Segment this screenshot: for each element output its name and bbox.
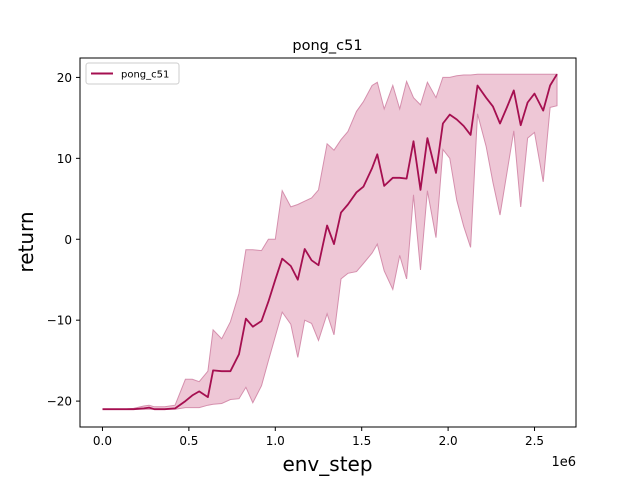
x-tick-label: 0.0 bbox=[93, 434, 112, 448]
x-tick-label: 2.0 bbox=[439, 434, 458, 448]
y-tick-label: 10 bbox=[57, 152, 72, 166]
x-tick-label: 1.0 bbox=[266, 434, 285, 448]
y-axis-ticks: −20 −10 0 10 20 bbox=[47, 71, 80, 409]
y-tick-label: −10 bbox=[47, 314, 72, 328]
x-tick-label: 0.5 bbox=[179, 434, 198, 448]
chart-title: pong_c51 bbox=[292, 38, 362, 54]
series-line-pong-c51 bbox=[102, 73, 558, 411]
legend-label: pong_c51 bbox=[121, 70, 169, 81]
x-tick-label: 1.5 bbox=[352, 434, 371, 448]
y-tick-label: 20 bbox=[57, 71, 72, 85]
y-axis-label: return bbox=[14, 211, 38, 272]
legend: pong_c51 bbox=[85, 62, 180, 85]
x-axis-ticks: 0.0 0.5 1.0 1.5 2.0 2.5 bbox=[93, 427, 544, 448]
series-line-layer bbox=[102, 73, 558, 411]
y-tick-label: −20 bbox=[47, 395, 72, 409]
y-tick-label: 0 bbox=[64, 233, 72, 247]
x-axis-offset-label: 1e6 bbox=[551, 455, 576, 470]
plot-frame bbox=[79, 57, 577, 428]
confidence-band-layer bbox=[102, 73, 558, 410]
x-tick-label: 2.5 bbox=[525, 434, 544, 448]
x-axis-label: env_step bbox=[282, 452, 372, 476]
legend-box bbox=[85, 62, 180, 85]
confidence-band bbox=[102, 73, 558, 410]
